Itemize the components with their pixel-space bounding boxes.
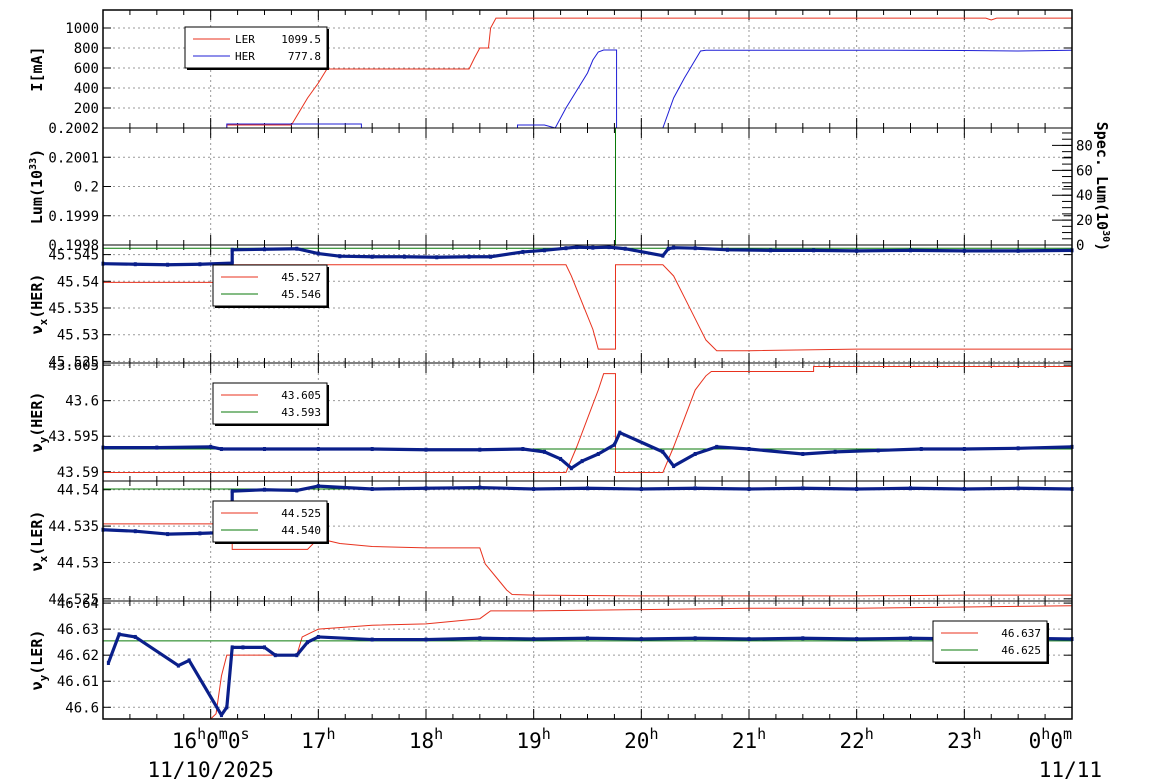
legend-box [212,382,328,425]
y-tick-label: 43.595 [48,429,99,445]
y2-tick-label: 0 [1076,238,1084,254]
series-1 [103,17,1072,129]
legend: 43.605 43.593 [212,382,329,426]
y-axis-label: I[mA] [28,46,46,91]
series-1 [103,366,1072,473]
y-tick-label: 46.6 [65,700,99,716]
y-tick-label: 0.2002 [48,121,99,137]
y-tick-label: 44.53 [57,555,99,571]
series-line [103,523,1072,597]
y-tick-label: 44.535 [48,519,99,535]
legend-value: 1099.5 [281,33,321,46]
legend-value: 777.8 [288,50,321,63]
panel-frame [102,600,1073,720]
y-tick-label: 46.62 [57,648,99,664]
legend-name: LER [235,33,255,46]
y-tick-label: 43.6 [65,394,99,410]
series-3 [101,430,1074,471]
x-tick-label: 20h [624,725,658,753]
y-tick-label: 45.525 [48,354,99,370]
y-tick-label: 0.2 [74,180,99,196]
panel-6: 46.6 46.61 46.62 46.63 46.64 46.637 46.625 νy(L… [28,596,1074,720]
x-tick-label: 19h [517,725,551,753]
legend-value: 43.593 [281,406,321,419]
legend-value: 46.637 [1001,627,1041,640]
y-tick-label: 44.525 [48,592,99,608]
series-1 [103,523,1072,597]
x-tick-label: 22h [840,725,874,753]
panel-5: 44.525 44.53 44.535 44.54 44.525 44.540 νx(LER… [28,481,1074,608]
x-tick-label: 18h [409,725,443,753]
y-axis-label: νx(LER) [28,511,50,572]
legend-box [212,264,328,307]
legend: 44.525 44.540 [212,500,329,544]
y-tick-label: 45.535 [48,301,99,317]
y-tick-label: 400 [74,81,99,97]
legend-name: HER [235,50,255,63]
series-band [102,245,1073,267]
legend-value: 44.525 [281,507,321,520]
series-3 [106,632,1074,718]
x-tick-label: 0h0m [1029,725,1072,753]
date-label-right: 11/11 [1039,758,1102,782]
legend-box [184,26,328,69]
y-tick-label: 200 [74,101,99,117]
series-band [106,632,1073,717]
y-tick-label: 0.1998 [48,238,99,254]
series-3 [101,245,1074,267]
legend-value: 44.540 [281,524,321,537]
y-tick-label: 45.54 [57,274,99,290]
legend-box [212,500,328,543]
y-axis-label: νy(LER) [28,630,50,691]
legend-value: 45.546 [281,288,321,301]
plot-frame [102,9,1073,720]
x-tick-label: 16h0m0s [172,725,250,753]
series-line [103,366,1072,473]
y2-tick-label: 20 [1076,213,1093,229]
y2-tick-label: 80 [1076,138,1093,154]
y-tick-label: 45.53 [57,328,99,344]
date-label-left: 11/10/2025 [147,758,273,782]
y-tick-label: 43.605 [48,358,99,374]
series-1 [103,605,1073,720]
y-tick-label: 0.2001 [48,150,99,166]
panel-4: 43.59 43.595 43.6 43.605 43.605 43.593 νy(HER) [28,358,1074,481]
y-tick-label: 45.545 [48,248,99,264]
y-tick-label: 46.61 [57,674,99,690]
y-tick-label: 46.63 [57,622,99,638]
y-tick-label: 46.64 [57,596,99,612]
x-tick-label: 23h [947,725,981,753]
legend: 45.527 45.546 [212,264,329,308]
y-tick-label: 0.1999 [48,209,99,225]
series-1 [103,264,1072,352]
series-band [103,431,1073,470]
series-line [103,17,1072,129]
legend-value: 45.527 [281,271,321,284]
y2-tick-label: 40 [1076,188,1093,204]
legend-box [932,620,1048,663]
y-tick-label: 43.59 [57,465,99,481]
y-axis-label: Lum(1033) [28,149,46,224]
panel-2: 0.1998 0.1999 0.2 0.2001 0.2002 0 20 40 60 80 Spec… [28,121,1111,254]
y-tick-label: 600 [74,61,99,77]
legend: LER 1099.5 HER 777.8 [184,26,329,70]
y-axis-label: νy(HER) [28,392,50,453]
series-line [103,264,1072,352]
panel-1: 200 400 600 800 1000 LER 1099.5 HER 777.8 I[mA] [28,10,1073,129]
y-tick-label: 800 [74,41,99,57]
legend-value: 43.605 [281,389,321,402]
y2-axis-label: Spec. Lum(1030) [1093,122,1111,251]
series-line [103,605,1073,720]
y2-tick-label: 60 [1076,163,1093,179]
panel-3: 45.525 45.53 45.535 45.54 45.545 45.527 45.546… [28,245,1074,370]
y-tick-label: 1000 [65,21,99,37]
x-tick-label: 17h [301,725,335,753]
legend: 46.637 46.625 [932,620,1049,664]
x-tick-label: 21h [732,725,766,753]
legend-value: 46.625 [1001,644,1041,657]
y-tick-label: 44.54 [57,483,99,499]
y-axis-label: νx(HER) [28,274,50,335]
